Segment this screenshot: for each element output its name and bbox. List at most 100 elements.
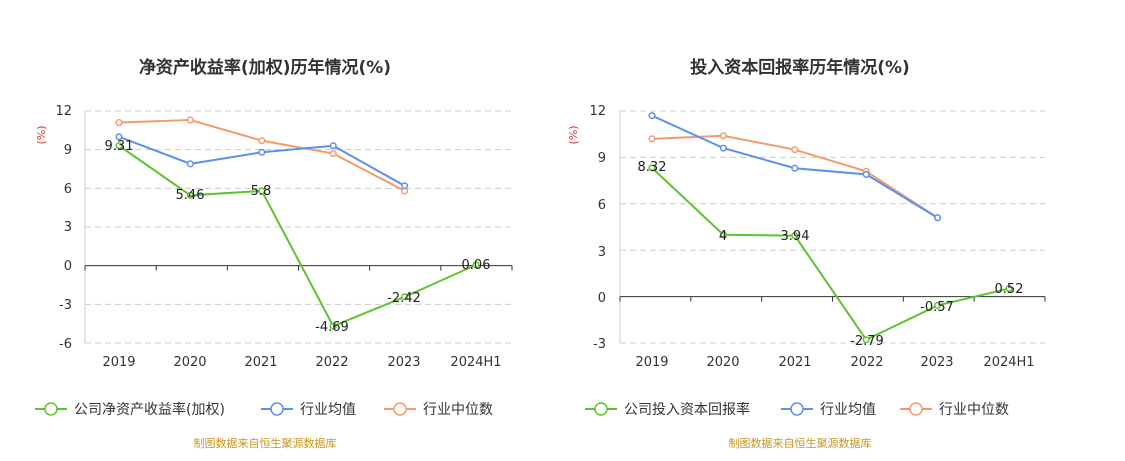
roic-chart: 投入资本回报率历年情况(%) (%) 12 9 6 3 0 -3 2019 20… bbox=[567, 57, 1046, 450]
roic-series-point bbox=[648, 135, 656, 143]
roic-y-tick: 12 bbox=[589, 104, 606, 119]
roe-y-axis-label: (%) bbox=[35, 125, 48, 144]
roe-series-point bbox=[115, 133, 123, 141]
roic-y-tick: 3 bbox=[598, 245, 606, 260]
roe-data-label: 9.31 bbox=[105, 139, 134, 154]
roic-data-label: 0.52 bbox=[995, 282, 1024, 297]
roe-y-tick: -6 bbox=[59, 337, 72, 352]
roic-data-label: -2.79 bbox=[850, 334, 884, 349]
roe-data-label: -2.42 bbox=[387, 291, 421, 306]
roic-data-label: 8.32 bbox=[638, 160, 667, 175]
legend-label: 公司投入资本回报率 bbox=[624, 401, 750, 418]
roe-gridlines bbox=[84, 110, 513, 344]
roe-series-point bbox=[329, 322, 337, 330]
roic-x-ticks: 2019 2020 2021 2022 2023 2024H1 bbox=[635, 355, 1034, 370]
roic-y-tick: -3 bbox=[593, 337, 606, 352]
roic-x-tick: 2020 bbox=[706, 355, 739, 370]
roic-series-point bbox=[934, 301, 942, 309]
roic-series-point bbox=[862, 336, 870, 344]
roe-x-ticks: 2019 2020 2021 2022 2023 2024H1 bbox=[102, 355, 501, 370]
roe-x-tick: 2024H1 bbox=[450, 355, 501, 370]
roe-y-tick: -3 bbox=[59, 298, 72, 313]
legend-label: 行业中位数 bbox=[939, 402, 1009, 418]
roe-y-tick: 3 bbox=[64, 220, 72, 235]
roe-legend: 公司净资产收益率(加权) 行业均值 行业中位数 bbox=[35, 401, 493, 418]
roic-data-label: 4 bbox=[719, 229, 727, 244]
roic-legend: 公司投入资本回报率 行业均值 行业中位数 bbox=[585, 401, 1009, 418]
roic-data-label: 3.94 bbox=[781, 229, 810, 244]
roe-series-line bbox=[118, 144, 477, 328]
roe-chart: 净资产收益率(加权)历年情况(%) (%) 12 9 6 3 0 -3 -6 2… bbox=[35, 57, 513, 450]
roic-gridlines bbox=[619, 110, 1046, 344]
roe-source-note: 制图数据来自恒生聚源数据库 bbox=[194, 436, 337, 450]
legend-label: 行业均值 bbox=[300, 402, 356, 418]
roic-series-point bbox=[862, 170, 870, 178]
roe-data-label: 5.46 bbox=[176, 188, 205, 203]
roe-series-point bbox=[186, 116, 194, 124]
roic-series-point bbox=[648, 112, 656, 120]
roe-series-point bbox=[258, 148, 266, 156]
roic-x-tick: 2019 bbox=[635, 355, 668, 370]
legend-label: 公司净资产收益率(加权) bbox=[74, 401, 225, 418]
roic-series-point bbox=[1005, 285, 1013, 293]
legend-item-industry-median[interactable]: 行业中位数 bbox=[900, 402, 1009, 418]
roic-series-point bbox=[719, 231, 727, 239]
roe-series-point bbox=[401, 182, 409, 190]
roic-x-tick: 2022 bbox=[850, 355, 883, 370]
roe-data-label: 5.8 bbox=[251, 184, 272, 199]
roe-series-point bbox=[258, 137, 266, 145]
legend-item-industry-mean[interactable]: 行业均值 bbox=[781, 402, 876, 418]
roic-x-tick: 2024H1 bbox=[983, 355, 1034, 370]
roic-x-tick: 2021 bbox=[778, 355, 811, 370]
legend-item-industry-median[interactable]: 行业中位数 bbox=[384, 402, 493, 418]
legend-item-company-roic[interactable]: 公司投入资本回报率 bbox=[585, 401, 750, 418]
roe-y-ticks: 12 9 6 3 0 -3 -6 bbox=[55, 104, 72, 352]
roe-series-point bbox=[115, 119, 123, 127]
roe-series-point bbox=[258, 187, 266, 195]
roe-x-tick: 2019 bbox=[102, 355, 135, 370]
roe-series-point bbox=[329, 149, 337, 158]
roic-series-point bbox=[648, 164, 656, 172]
roe-y-tick: 0 bbox=[64, 259, 72, 274]
roe-series-point bbox=[186, 191, 194, 199]
roic-data-label: -0.57 bbox=[920, 300, 954, 315]
roic-y-tick: 6 bbox=[598, 198, 606, 213]
legend-item-industry-mean[interactable]: 行业均值 bbox=[261, 402, 356, 418]
roe-x-tick: 2023 bbox=[387, 355, 420, 370]
roe-x-tick: 2020 bbox=[173, 355, 206, 370]
roe-chart-title: 净资产收益率(加权)历年情况(%) bbox=[139, 57, 391, 78]
roic-y-axis-label: (%) bbox=[567, 125, 580, 144]
roe-series-point bbox=[115, 142, 123, 150]
roic-series-point bbox=[934, 214, 942, 222]
roic-series-point bbox=[719, 144, 727, 152]
roic-series-point bbox=[791, 164, 799, 172]
roe-y-tick: 9 bbox=[64, 143, 72, 158]
roic-x-tick: 2023 bbox=[920, 355, 953, 370]
roic-series-layer bbox=[648, 112, 1013, 344]
roic-series-point bbox=[719, 132, 727, 140]
roic-y-ticks: 12 9 6 3 0 -3 bbox=[589, 104, 606, 352]
legend-label: 行业中位数 bbox=[423, 402, 493, 418]
roe-data-label: 0.06 bbox=[462, 258, 491, 273]
roic-y-tick: 0 bbox=[598, 291, 606, 306]
roe-series-point bbox=[329, 142, 337, 150]
roe-series-point bbox=[401, 293, 409, 301]
roe-y-tick: 6 bbox=[64, 182, 72, 197]
roe-series-point bbox=[472, 261, 480, 269]
legend-item-company-roe[interactable]: 公司净资产收益率(加权) bbox=[35, 401, 225, 418]
roic-y-tick: 9 bbox=[598, 151, 606, 166]
roic-series-point bbox=[791, 232, 799, 240]
roic-series-line bbox=[651, 167, 1010, 342]
roe-x-tick: 2022 bbox=[315, 355, 348, 370]
roe-data-label: -4.69 bbox=[315, 320, 349, 335]
roic-series-point bbox=[791, 146, 799, 154]
roic-data-labels: 8.32 4 3.94 -2.79 -0.57 0.52 bbox=[638, 160, 1024, 349]
roe-data-labels: 9.31 5.46 5.8 -4.69 -2.42 0.06 bbox=[105, 139, 491, 335]
roic-chart-title: 投入资本回报率历年情况(%) bbox=[690, 57, 910, 78]
legend-label: 行业均值 bbox=[820, 402, 876, 418]
roe-series-point bbox=[186, 160, 194, 168]
roe-x-tick: 2021 bbox=[244, 355, 277, 370]
roic-source-note: 制图数据来自恒生聚源数据库 bbox=[729, 436, 872, 450]
roe-y-tick: 12 bbox=[55, 104, 72, 119]
